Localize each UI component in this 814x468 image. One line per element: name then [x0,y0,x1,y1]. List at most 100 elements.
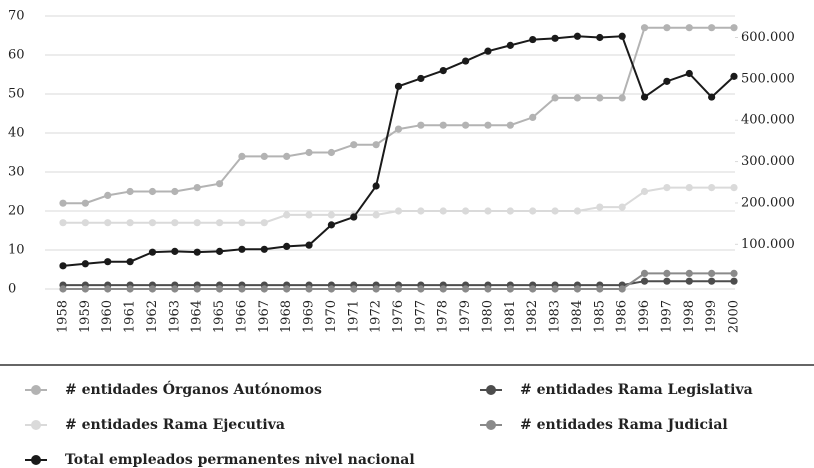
x-tick-label: 1998 [682,300,697,333]
point [439,67,447,75]
point [551,94,559,102]
point [193,184,201,192]
point [484,47,492,55]
x-tick-label: 1996 [637,300,652,333]
point [238,245,246,253]
x-tick-label: 1972 [369,300,384,333]
point [59,219,67,227]
point [596,94,604,102]
point [215,285,224,293]
y2-tick-label: 300.000 [741,154,795,169]
point [573,207,582,215]
point [350,213,358,221]
point [126,285,134,293]
point [327,285,335,293]
point [484,285,492,293]
point [417,207,425,215]
legend-swatch-marker [486,385,496,395]
point [618,285,626,293]
x-tick-label: 1958 [56,300,71,333]
point [59,262,67,270]
x-tick-label: 1966 [234,300,249,333]
point [462,285,470,293]
x-tick-label: 1964 [190,300,205,333]
point [573,94,582,102]
legend-label: # entidades Rama Judicial [520,417,728,433]
y-tick-label: 60 [8,48,25,63]
point [260,219,268,227]
point [283,211,291,219]
point [596,203,604,211]
x-tick-label: 1961 [123,300,138,333]
x-tick-label: 1980 [480,300,495,333]
x-tick-label: 1982 [525,300,540,333]
point [529,35,537,44]
point [529,285,537,293]
point [640,277,649,285]
point [573,32,582,40]
point [238,285,246,293]
point [126,187,134,196]
point [126,219,134,227]
point [171,247,179,255]
point [372,211,380,219]
point [685,24,693,32]
x-tick-label: 1959 [78,300,93,333]
point [417,74,425,83]
point [685,184,693,192]
series-line [63,26,734,205]
point [171,285,179,293]
x-tick-label: 1983 [548,300,563,333]
point [462,121,470,129]
y2-tick-label: 400.000 [741,113,795,128]
point [372,182,380,190]
point [618,203,626,211]
x-tick-label: 1963 [167,300,182,333]
point [372,285,380,293]
point [215,247,224,255]
x-tick-label: 1960 [100,300,115,333]
point [171,187,179,196]
point [305,148,313,157]
point [193,248,201,256]
point [618,32,626,40]
point [462,57,470,65]
point [238,152,246,160]
legend-swatch-marker [486,420,496,430]
point [327,221,335,229]
point [327,211,335,219]
y-tick-label: 0 [8,282,16,297]
x-tick-label: 1976 [391,300,406,333]
x-tick-label: 1962 [145,300,160,333]
point [730,72,738,80]
point [663,184,671,192]
point [506,207,514,215]
point [529,113,537,121]
point [708,24,716,32]
point [506,285,514,293]
point [663,24,671,32]
point [640,24,649,32]
point [439,207,447,215]
x-tick-label: 2000 [727,300,742,333]
point [59,285,67,293]
point [417,121,425,129]
point [283,242,291,250]
point [394,82,403,90]
x-tick-label: 1986 [615,300,630,333]
x-tick-label: 1999 [704,300,719,333]
point [663,269,671,277]
point [260,285,268,293]
y2-tick-label: 500.000 [741,71,795,86]
x-tick-label: 1970 [324,300,339,333]
point [372,141,380,149]
x-tick-label: 1967 [257,300,272,333]
point [596,33,604,42]
point [708,93,716,101]
point [640,93,649,101]
point [104,191,112,199]
x-tick-label: 1969 [302,300,317,333]
x-tick-label: 1997 [659,300,674,333]
point [81,285,89,293]
point [283,285,291,293]
